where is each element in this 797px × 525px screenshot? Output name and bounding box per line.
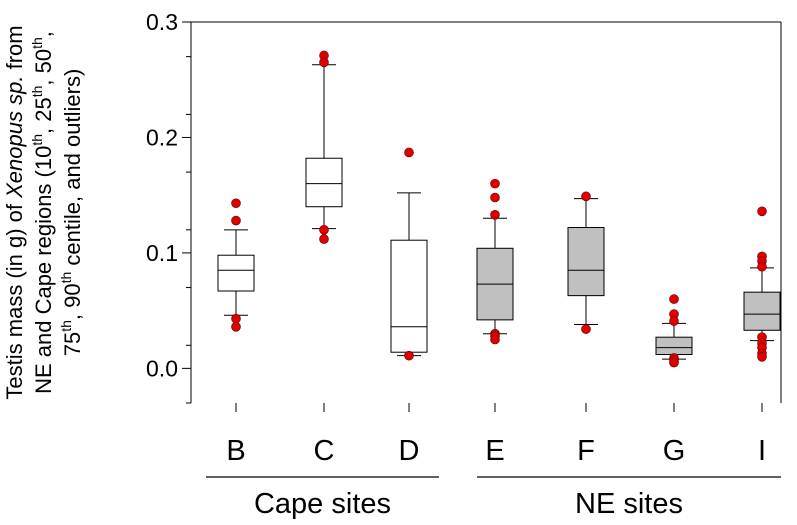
y-label-segment: Xenopus xyxy=(2,111,27,199)
box-iqr xyxy=(655,336,693,356)
x-tick-label: C xyxy=(314,435,335,467)
x-tick-label: E xyxy=(485,435,504,467)
outlier-point xyxy=(404,350,414,361)
outlier-point xyxy=(490,210,500,220)
y-label-line: 75th​, 90th​ centile, and outliers) xyxy=(58,69,85,357)
x-tick-label: G xyxy=(663,435,686,467)
y-tick-label: 0.3 xyxy=(146,9,178,35)
y-label-segment: sp. xyxy=(2,76,27,105)
outlier-point xyxy=(490,334,500,345)
outlier-point xyxy=(757,352,767,362)
outlier-point xyxy=(319,57,329,68)
box-iqr xyxy=(743,291,781,331)
y-label-segment: Testis mass (in g) of xyxy=(2,198,27,400)
plot-frame xyxy=(190,21,782,403)
outlier-point xyxy=(231,215,241,226)
y-axis-label: Testis mass (in g) of Xenopus sp. fromNE… xyxy=(2,25,85,399)
y-label-segment: , xyxy=(31,31,56,37)
y-label-segment: centile, and outliers) xyxy=(60,69,85,272)
box-G xyxy=(655,294,693,368)
y-label-line: Testis mass (in g) of Xenopus sp. from xyxy=(2,25,27,399)
outlier-point xyxy=(404,147,414,158)
outlier-point xyxy=(319,234,329,244)
box-series xyxy=(217,50,781,368)
outlier-point xyxy=(231,313,241,324)
box-D xyxy=(390,147,428,361)
x-tick-label: F xyxy=(577,435,595,467)
box-iqr xyxy=(217,254,255,292)
y-tick-label: 0.1 xyxy=(146,240,178,266)
y-label-segment: NE and Cape regions (10 xyxy=(31,146,56,394)
box-iqr xyxy=(567,227,605,297)
y-label-segment: , 25 xyxy=(31,97,56,134)
y-label-segment: , 50 xyxy=(31,49,56,86)
y-label-segment: th xyxy=(29,86,45,98)
y-label-segment: 75 xyxy=(60,332,85,356)
y-label-segment: th xyxy=(58,272,74,284)
y-label-segment: , 90 xyxy=(60,283,85,320)
outlier-point xyxy=(757,261,767,272)
box-I xyxy=(743,206,781,362)
y-label-segment: th xyxy=(29,37,45,49)
outlier-point xyxy=(319,225,329,235)
box-C xyxy=(305,50,343,244)
y-label-segment: th xyxy=(58,320,74,332)
box-iqr xyxy=(390,239,428,353)
outlier-point xyxy=(231,198,241,209)
y-axis: 0.0 0.1 0.2 0.3 xyxy=(146,9,191,404)
y-label-segment: th xyxy=(29,134,45,146)
outlier-point xyxy=(669,357,679,368)
x-tick-label: I xyxy=(758,435,766,467)
y-label-line: NE and Cape regions (10th​, 25th​, 50th​… xyxy=(29,31,56,394)
y-label-segment: from xyxy=(2,25,27,75)
y-tick-label: 0.2 xyxy=(146,124,178,150)
box-iqr xyxy=(305,157,343,208)
y-tick-label: 0.0 xyxy=(146,355,178,381)
outlier-point xyxy=(669,316,679,326)
group-labels: Cape sites NE sites xyxy=(206,476,781,520)
box-E xyxy=(476,178,514,345)
outlier-point xyxy=(757,206,767,217)
box-F xyxy=(567,191,605,334)
outlier-point xyxy=(231,321,241,332)
outlier-point xyxy=(581,191,591,202)
group-label: NE sites xyxy=(575,488,683,520)
x-tick-label: D xyxy=(399,435,420,467)
outlier-point xyxy=(490,178,500,189)
x-tick-label: B xyxy=(226,435,245,467)
outlier-point xyxy=(581,324,591,334)
box-B xyxy=(217,198,255,332)
group-label: Cape sites xyxy=(254,488,391,520)
outlier-point xyxy=(490,192,500,203)
outlier-point xyxy=(669,294,679,304)
